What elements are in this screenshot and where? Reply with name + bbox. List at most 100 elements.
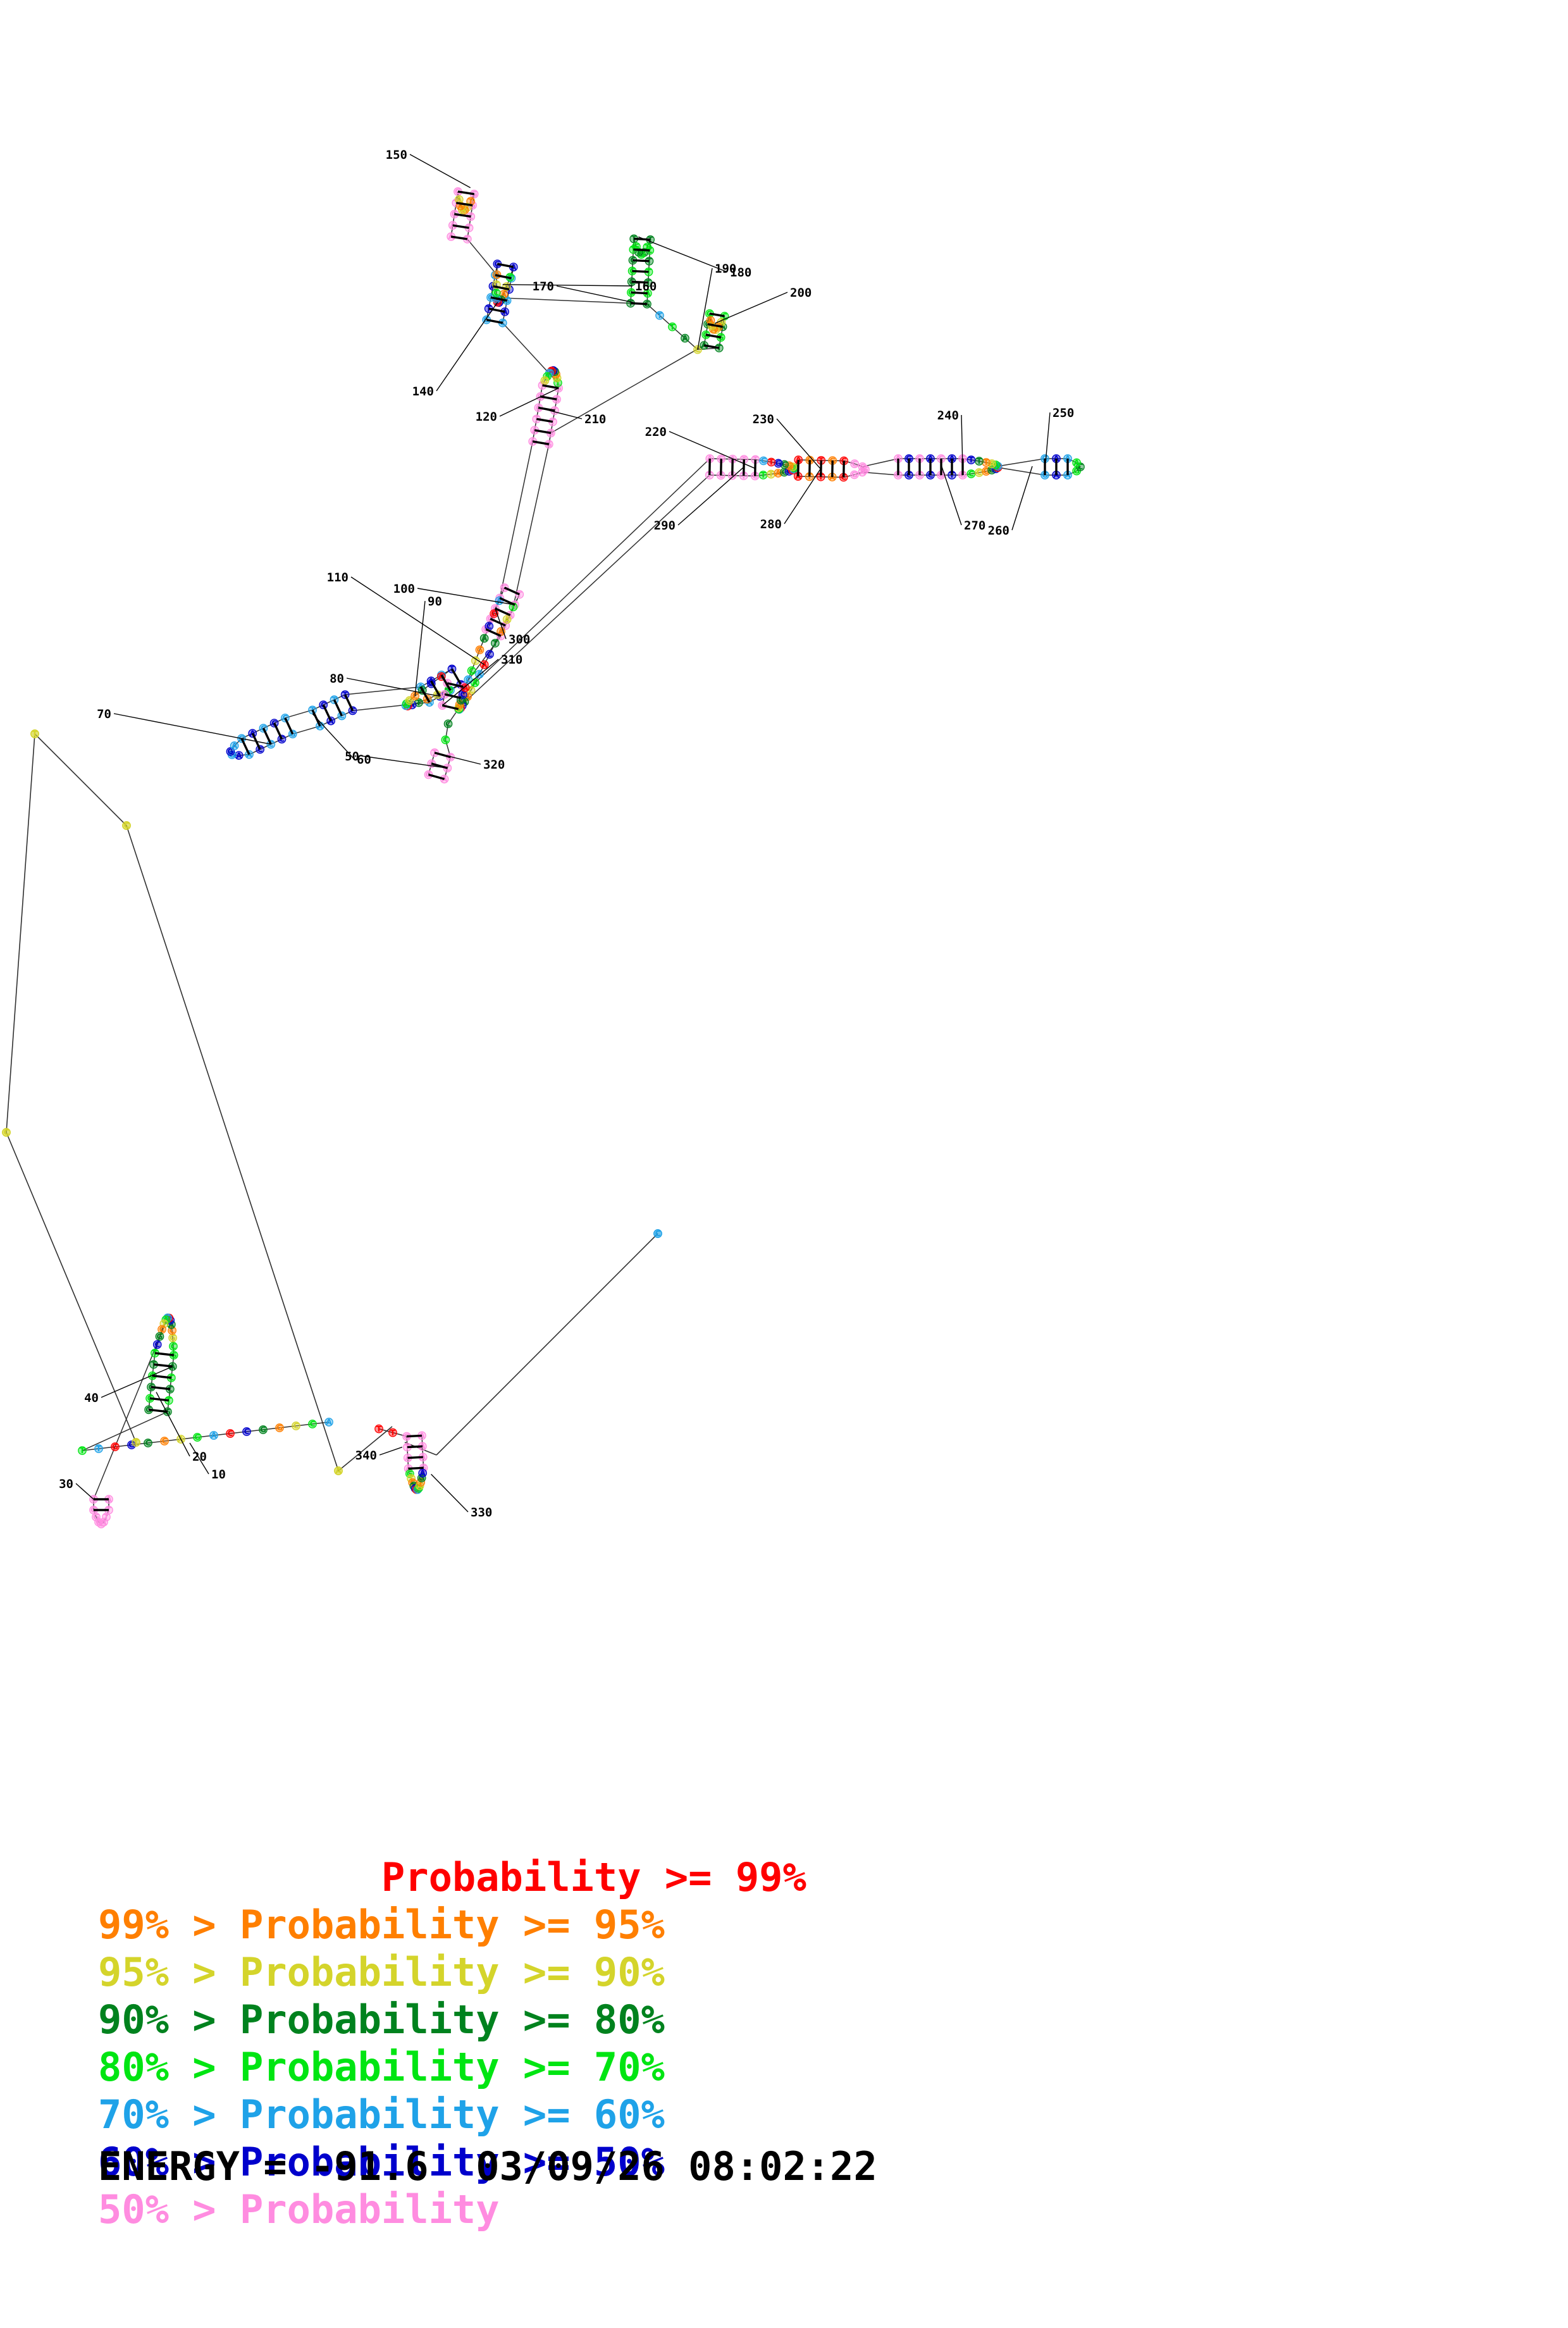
nucleotide-letter: G (477, 645, 483, 654)
nucleotide-letter: A (1073, 459, 1080, 467)
nucleotide-letter: C (124, 821, 130, 830)
base-pair-bond (323, 705, 331, 721)
nucleotide-letter: A (211, 1431, 217, 1440)
base-pair-bond (732, 459, 733, 476)
nucleotide-letter: T (376, 1425, 382, 1433)
nucleotide-letter: A (481, 634, 488, 643)
position-label: 40 (84, 1391, 99, 1405)
position-label: 290 (654, 519, 676, 533)
base-pair-bond (755, 459, 756, 476)
nucleotide-letter: T (769, 470, 774, 479)
nucleotide-letter: A (682, 334, 688, 343)
base-pair-bond (721, 459, 722, 475)
nucleotide-letter: C (852, 459, 858, 468)
backbone-link (499, 442, 533, 601)
nucleotide-layer: ACTCTCACCGGCCAGACCGGTTGGTCCCCGATGTCGCAGT… (3, 187, 1084, 1528)
position-label: 110 (327, 571, 349, 585)
position-label: 310 (501, 653, 522, 667)
nucleotide-letter: C (445, 719, 451, 728)
position-label: 80 (330, 672, 344, 686)
nucleotide-letter: C (228, 1429, 233, 1438)
base-pair-bond (452, 669, 461, 684)
nucleotide-letter: A (419, 1469, 426, 1478)
nucleotide-letter: C (782, 460, 787, 469)
legend-row-p99: Probability >= 99% (0, 1759, 1568, 1806)
base-pair-bond (408, 1457, 423, 1458)
nucleotide-letter: T (968, 455, 974, 464)
nucleotide-letter: T (32, 729, 38, 738)
nucleotide-letter: C (293, 1421, 299, 1430)
backbone-link (998, 467, 1045, 475)
base-pair-bond (633, 249, 650, 250)
probability-legend: Probability >= 99% 99% > Probability >= … (0, 1759, 1568, 2195)
nucleotide-letter: T (984, 458, 989, 467)
position-label: 280 (760, 517, 782, 531)
position-label: 70 (97, 707, 111, 721)
position-label: 240 (937, 409, 959, 423)
position-label: 320 (483, 758, 505, 772)
nucleotide-letter: T (133, 1438, 139, 1447)
position-label-leaders (76, 154, 1050, 1512)
position-label: 270 (964, 519, 985, 533)
rna-structure-plot: ACTCTCACCGGCCAGACCGGTTGGTCCCCGATGTCGCAGT… (0, 0, 1568, 1676)
nucleotide-letter: C (310, 1420, 316, 1428)
nucleotide-letter: T (80, 1446, 85, 1455)
position-label: 300 (509, 633, 530, 647)
nucleotide-letter: G (851, 471, 858, 480)
nucleotide-letter: C (655, 1229, 661, 1238)
position-label: 20 (192, 1450, 207, 1464)
backbone-link (998, 459, 1045, 466)
backbone-link (459, 475, 710, 707)
backbone-strand (6, 734, 658, 1471)
nucleotide-letter: G (194, 1433, 201, 1442)
nucleotide-letter: G (260, 1425, 266, 1434)
nucleotide-letter: A (481, 660, 488, 669)
position-label: 340 (355, 1449, 377, 1463)
nucleotide-letter: A (236, 751, 242, 760)
backbone-link (467, 239, 497, 275)
base-pair-layer (94, 192, 1068, 1510)
position-label: 90 (428, 595, 442, 609)
backbone-link (513, 444, 548, 607)
base-pair-bond (285, 718, 293, 734)
position-label: 30 (59, 1477, 73, 1491)
nucleotide-letter: G (112, 1442, 118, 1451)
base-pair-bond (634, 238, 650, 239)
position-label: 210 (584, 412, 606, 426)
legend-row-p95: 99% > Probability >= 95% (0, 1806, 1568, 1854)
base-pair-bond (832, 461, 833, 477)
nucleotide-letter: C (860, 462, 865, 471)
nucleotide-letter: T (670, 323, 676, 331)
position-label: 10 (211, 1468, 226, 1482)
nucleotide-letter: T (977, 457, 982, 466)
nucleotide-letter: C (154, 1340, 160, 1349)
position-label: 50 (345, 750, 359, 764)
nucleotide-letter: T (493, 639, 498, 648)
nucleotide-letter: C (968, 469, 974, 478)
base-pair-bond (263, 728, 271, 744)
backbone-link (463, 459, 710, 695)
nucleotide-letter: T (96, 1444, 102, 1453)
position-label: 150 (386, 148, 407, 162)
nucleotide-letter: T (761, 471, 767, 480)
position-label: 170 (533, 280, 554, 294)
base-pair-bond (407, 1435, 422, 1436)
base-pair-bond (407, 1446, 423, 1447)
nucleotide-letter: C (469, 666, 474, 675)
position-label: 220 (645, 425, 667, 439)
nucleotide-letter: A (326, 1418, 332, 1427)
nucleotide-letter: T (104, 1513, 109, 1521)
energy-and-timestamp: ENERGY = -91.6 03/09/26 08:02:22 (0, 2138, 1568, 2195)
base-pair-bond (275, 723, 282, 739)
position-label: 160 (635, 280, 657, 294)
position-label: 250 (1053, 406, 1074, 420)
position-label: 100 (393, 582, 415, 596)
nucleotide-letter: C (162, 1437, 168, 1446)
base-pair-bond (798, 460, 799, 476)
position-label: 200 (790, 286, 812, 300)
nucleotide-letter: G (276, 1423, 283, 1432)
nucleotide-letter: C (171, 1342, 176, 1351)
position-label: 140 (412, 385, 434, 399)
nucleotide-letter: A (335, 1466, 342, 1475)
